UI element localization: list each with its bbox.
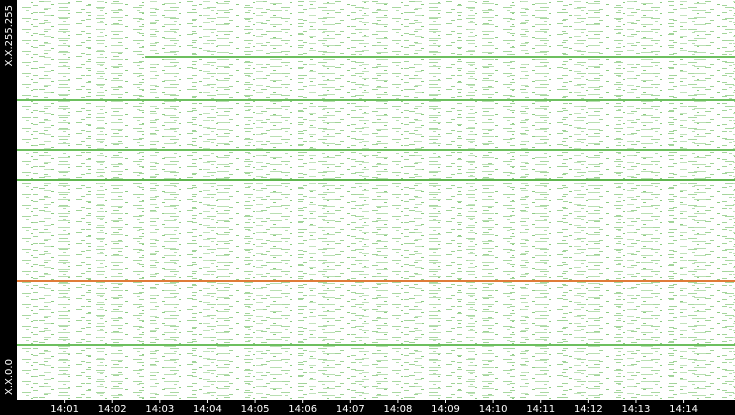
x-tick-label: 14:09 [431,404,460,415]
y-tick-label: X.X.255.255 [4,5,15,66]
y-tick-label: X.X.0.0 [4,359,15,395]
x-tick-label: 14:01 [50,404,79,415]
background-texture [17,0,735,400]
x-tick-label: 14:11 [526,404,555,415]
x-tick-label: 14:05 [241,404,270,415]
x-tick-label: 14:03 [145,404,174,415]
x-tick-label: 14:10 [479,404,508,415]
x-tick-label: 14:02 [98,404,127,415]
x-tick-label: 14:07 [336,404,365,415]
x-tick-label: 14:08 [383,404,412,415]
x-axis-bar [0,400,735,415]
x-tick-label: 14:13 [622,404,651,415]
x-tick-label: 14:06 [288,404,317,415]
x-tick-label: 14:12 [574,404,603,415]
x-tick-label: 14:04 [193,404,222,415]
y-axis-bar [0,0,17,415]
x-tick-label: 14:14 [669,404,698,415]
